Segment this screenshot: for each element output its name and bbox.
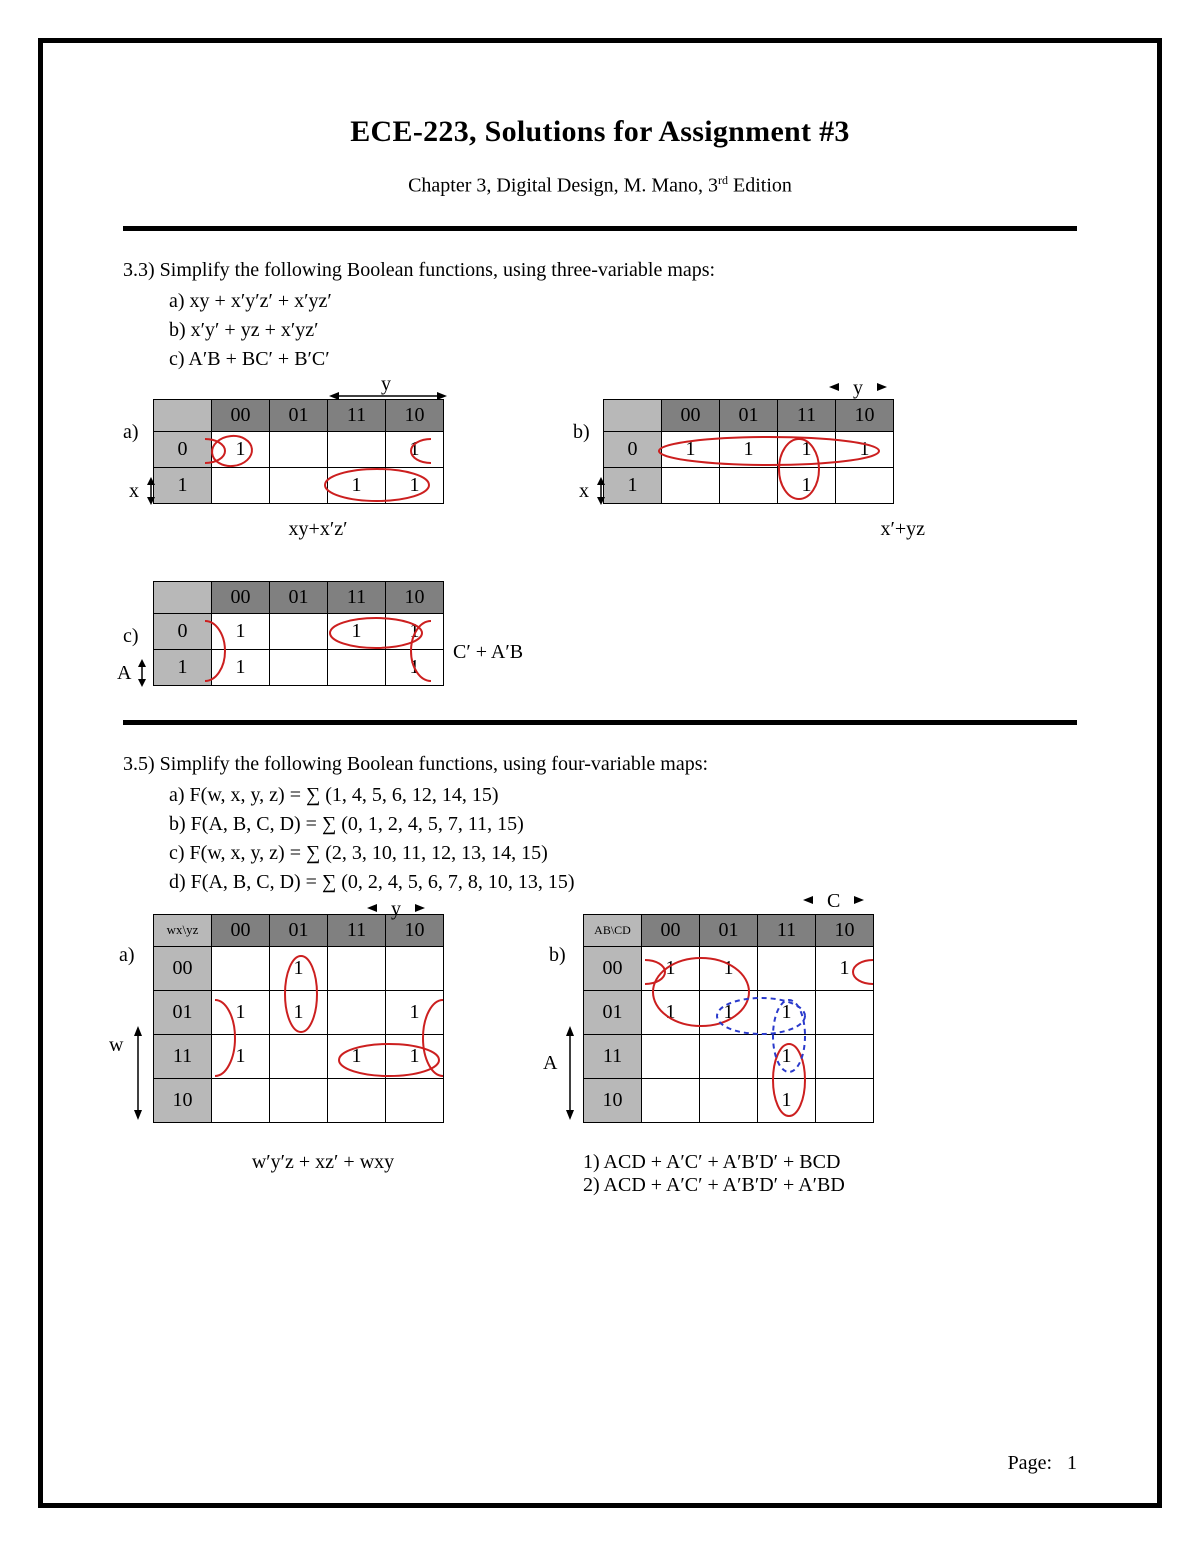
q33-item-b: b) x′y′ + yz + x′yz′ <box>169 317 1077 344</box>
q35-item-a: a) F(w, x, y, z) = ∑ (1, 4, 5, 6, 12, 14… <box>169 782 1077 809</box>
doc-subtitle: Chapter 3, Digital Design, M. Mano, 3rd … <box>123 173 1077 198</box>
kmap-33b-caption: x′+yz <box>603 518 933 541</box>
kmap-33a-x-label: x <box>129 477 158 505</box>
kmap-35a-w-label: w <box>109 1034 123 1057</box>
q33-stem: 3.3) Simplify the following Boolean func… <box>123 257 1077 284</box>
kmap-35a-y-label: y <box>367 898 425 921</box>
kmap-33c-table: 00011110 0111 111 <box>153 581 444 686</box>
kmap-35a-caption: w′y′z + xz′ + wxy <box>153 1151 493 1174</box>
q35-stem: 3.5) Simplify the following Boolean func… <box>123 751 1077 778</box>
kmap-35a-table: wx\yz00011110 001 01111 11111 10 <box>153 914 444 1123</box>
page-num-value: 1 <box>1067 1452 1077 1474</box>
kmap-33b-x-label: x <box>579 477 608 505</box>
kmap-35b-answers: 1) ACD + A′C′ + A′B′D′ + BCD 2) ACD + A′… <box>583 1151 943 1197</box>
kmap-33c-caption: C′ + A′B <box>453 641 523 664</box>
kmap-33a-label: a) <box>123 421 139 444</box>
q35-item-d: d) F(A, B, C, D) = ∑ (0, 2, 4, 5, 6, 7, … <box>169 869 1077 896</box>
kmap-35a: a) y w wx\yz00011110 001 01111 11111 10 … <box>153 914 493 1197</box>
kmap-33a: a) y x 00011110 011 111 xy+x′z′ <box>153 399 483 541</box>
kmap-35b-A-label: A <box>543 1052 557 1075</box>
kmap-33c: c) A 00011110 0111 111 C′ + A′B <box>153 581 593 686</box>
q33-item-c: c) A′B + BC′ + B′C′ <box>169 346 1077 373</box>
kmap-33a-y-label: y <box>381 373 391 396</box>
kmap-33b-table: 00011110 01111 11 <box>603 399 894 504</box>
page-number: Page: 1 <box>1008 1452 1077 1475</box>
kmaps-row-33c: c) A 00011110 0111 111 C′ + A′B <box>123 581 1077 686</box>
kmap-35b-C-label: C <box>803 890 864 913</box>
kmap-33c-label: c) <box>123 625 139 648</box>
kmap-33b-label: b) <box>573 421 590 444</box>
kmap-35b-table: AB\CD00011110 00111 01111 111 101 <box>583 914 874 1123</box>
divider-2 <box>123 720 1077 725</box>
kmap-35b-ans2: 2) ACD + A′C′ + A′B′D′ + A′BD <box>583 1174 943 1197</box>
kmap-33b-y-label: y <box>829 377 887 400</box>
page: ECE-223, Solutions for Assignment #3 Cha… <box>0 0 1200 1553</box>
kmap-35a-label: a) <box>119 944 135 967</box>
q35-item-c: c) F(w, x, y, z) = ∑ (2, 3, 10, 11, 12, … <box>169 840 1077 867</box>
kmap-33b: b) y x 00011110 01111 11 x′+yz <box>603 399 933 541</box>
kmaps-row-35ab: a) y w wx\yz00011110 001 01111 11111 10 … <box>123 914 1077 1197</box>
q33-item-a: a) xy + x′y′z′ + x′yz′ <box>169 288 1077 315</box>
problem-3-5: 3.5) Simplify the following Boolean func… <box>123 751 1077 896</box>
kmap-35b-label: b) <box>549 944 566 967</box>
q35-item-b: b) F(A, B, C, D) = ∑ (0, 1, 2, 4, 5, 7, … <box>169 811 1077 838</box>
kmap-33c-A-label: A <box>117 659 149 687</box>
sheet-border: ECE-223, Solutions for Assignment #3 Cha… <box>38 38 1162 1508</box>
kmap-35b-ans1: 1) ACD + A′C′ + A′B′D′ + BCD <box>583 1151 943 1174</box>
kmap-33a-caption: xy+x′z′ <box>153 518 483 541</box>
subtitle-prefix: Chapter 3, Digital Design, M. Mano, 3 <box>408 175 718 197</box>
kmap-35b: b) C A AB\CD00011110 00111 01111 111 101 <box>583 914 943 1197</box>
page-label: Page: <box>1008 1452 1052 1474</box>
subtitle-suffix: Edition <box>728 175 792 197</box>
kmaps-row-33ab: a) y x 00011110 011 111 xy+x′z′ b) <box>123 399 1077 541</box>
divider-1 <box>123 226 1077 231</box>
doc-title: ECE-223, Solutions for Assignment #3 <box>123 115 1077 149</box>
subtitle-sup: rd <box>718 173 728 187</box>
kmap-33a-table: 00011110 011 111 <box>153 399 444 504</box>
problem-3-3: 3.3) Simplify the following Boolean func… <box>123 257 1077 373</box>
